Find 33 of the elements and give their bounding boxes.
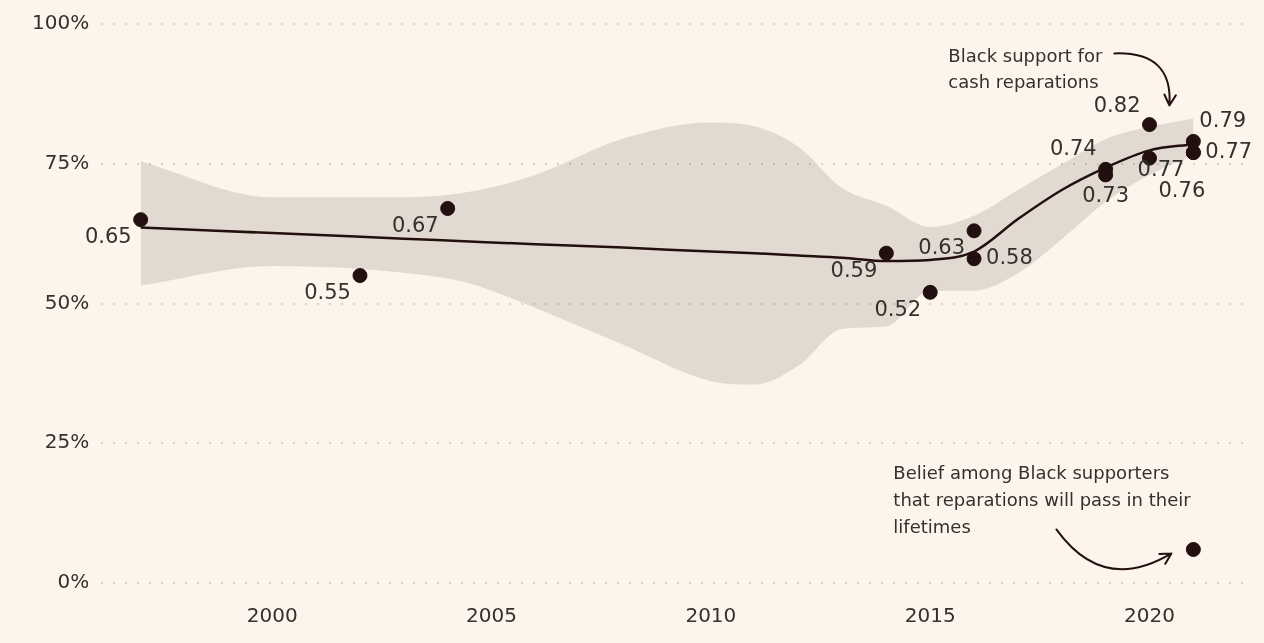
point — [133, 212, 149, 228]
data-label: 0.65 — [84, 224, 132, 249]
x-tick-label: 2010 — [685, 603, 737, 628]
y-tick-label: 25% — [44, 429, 90, 454]
data-label: 0.73 — [1082, 183, 1130, 208]
data-label: 0.58 — [986, 245, 1033, 270]
data-label: 0.55 — [304, 280, 351, 304]
data-label: 0.63 — [918, 235, 966, 260]
data-label: 0.59 — [830, 257, 878, 282]
data-label: 0.52 — [874, 296, 922, 321]
point — [440, 200, 456, 216]
y-tick-label: 75% — [44, 149, 90, 174]
x-tick-label: 2015 — [904, 603, 956, 628]
data-label: 0.77 — [1205, 139, 1253, 164]
data-label: 0.82 — [1093, 93, 1141, 118]
x-tick-label: 2000 — [246, 603, 298, 628]
y-tick-label: 0% — [57, 569, 90, 594]
point — [966, 223, 982, 239]
y-tick-label: 100% — [31, 10, 90, 35]
x-tick-label: 2020 — [1124, 603, 1175, 628]
point — [352, 268, 368, 284]
annotation: Belief among Black supporters that reparations will pass in their lifetimes — [893, 462, 1192, 538]
point — [966, 251, 982, 267]
point — [922, 284, 938, 300]
point — [1185, 541, 1201, 557]
point — [878, 245, 894, 261]
data-label: 0.79 — [1199, 107, 1247, 132]
x-tick-label: 2005 — [466, 603, 518, 628]
data-label: 0.74 — [1049, 135, 1097, 160]
point — [1142, 117, 1157, 133]
annotation: Black support for cash reparations — [948, 45, 1103, 93]
y-tick-label: 50% — [44, 289, 90, 314]
data-label: 0.67 — [391, 212, 439, 237]
